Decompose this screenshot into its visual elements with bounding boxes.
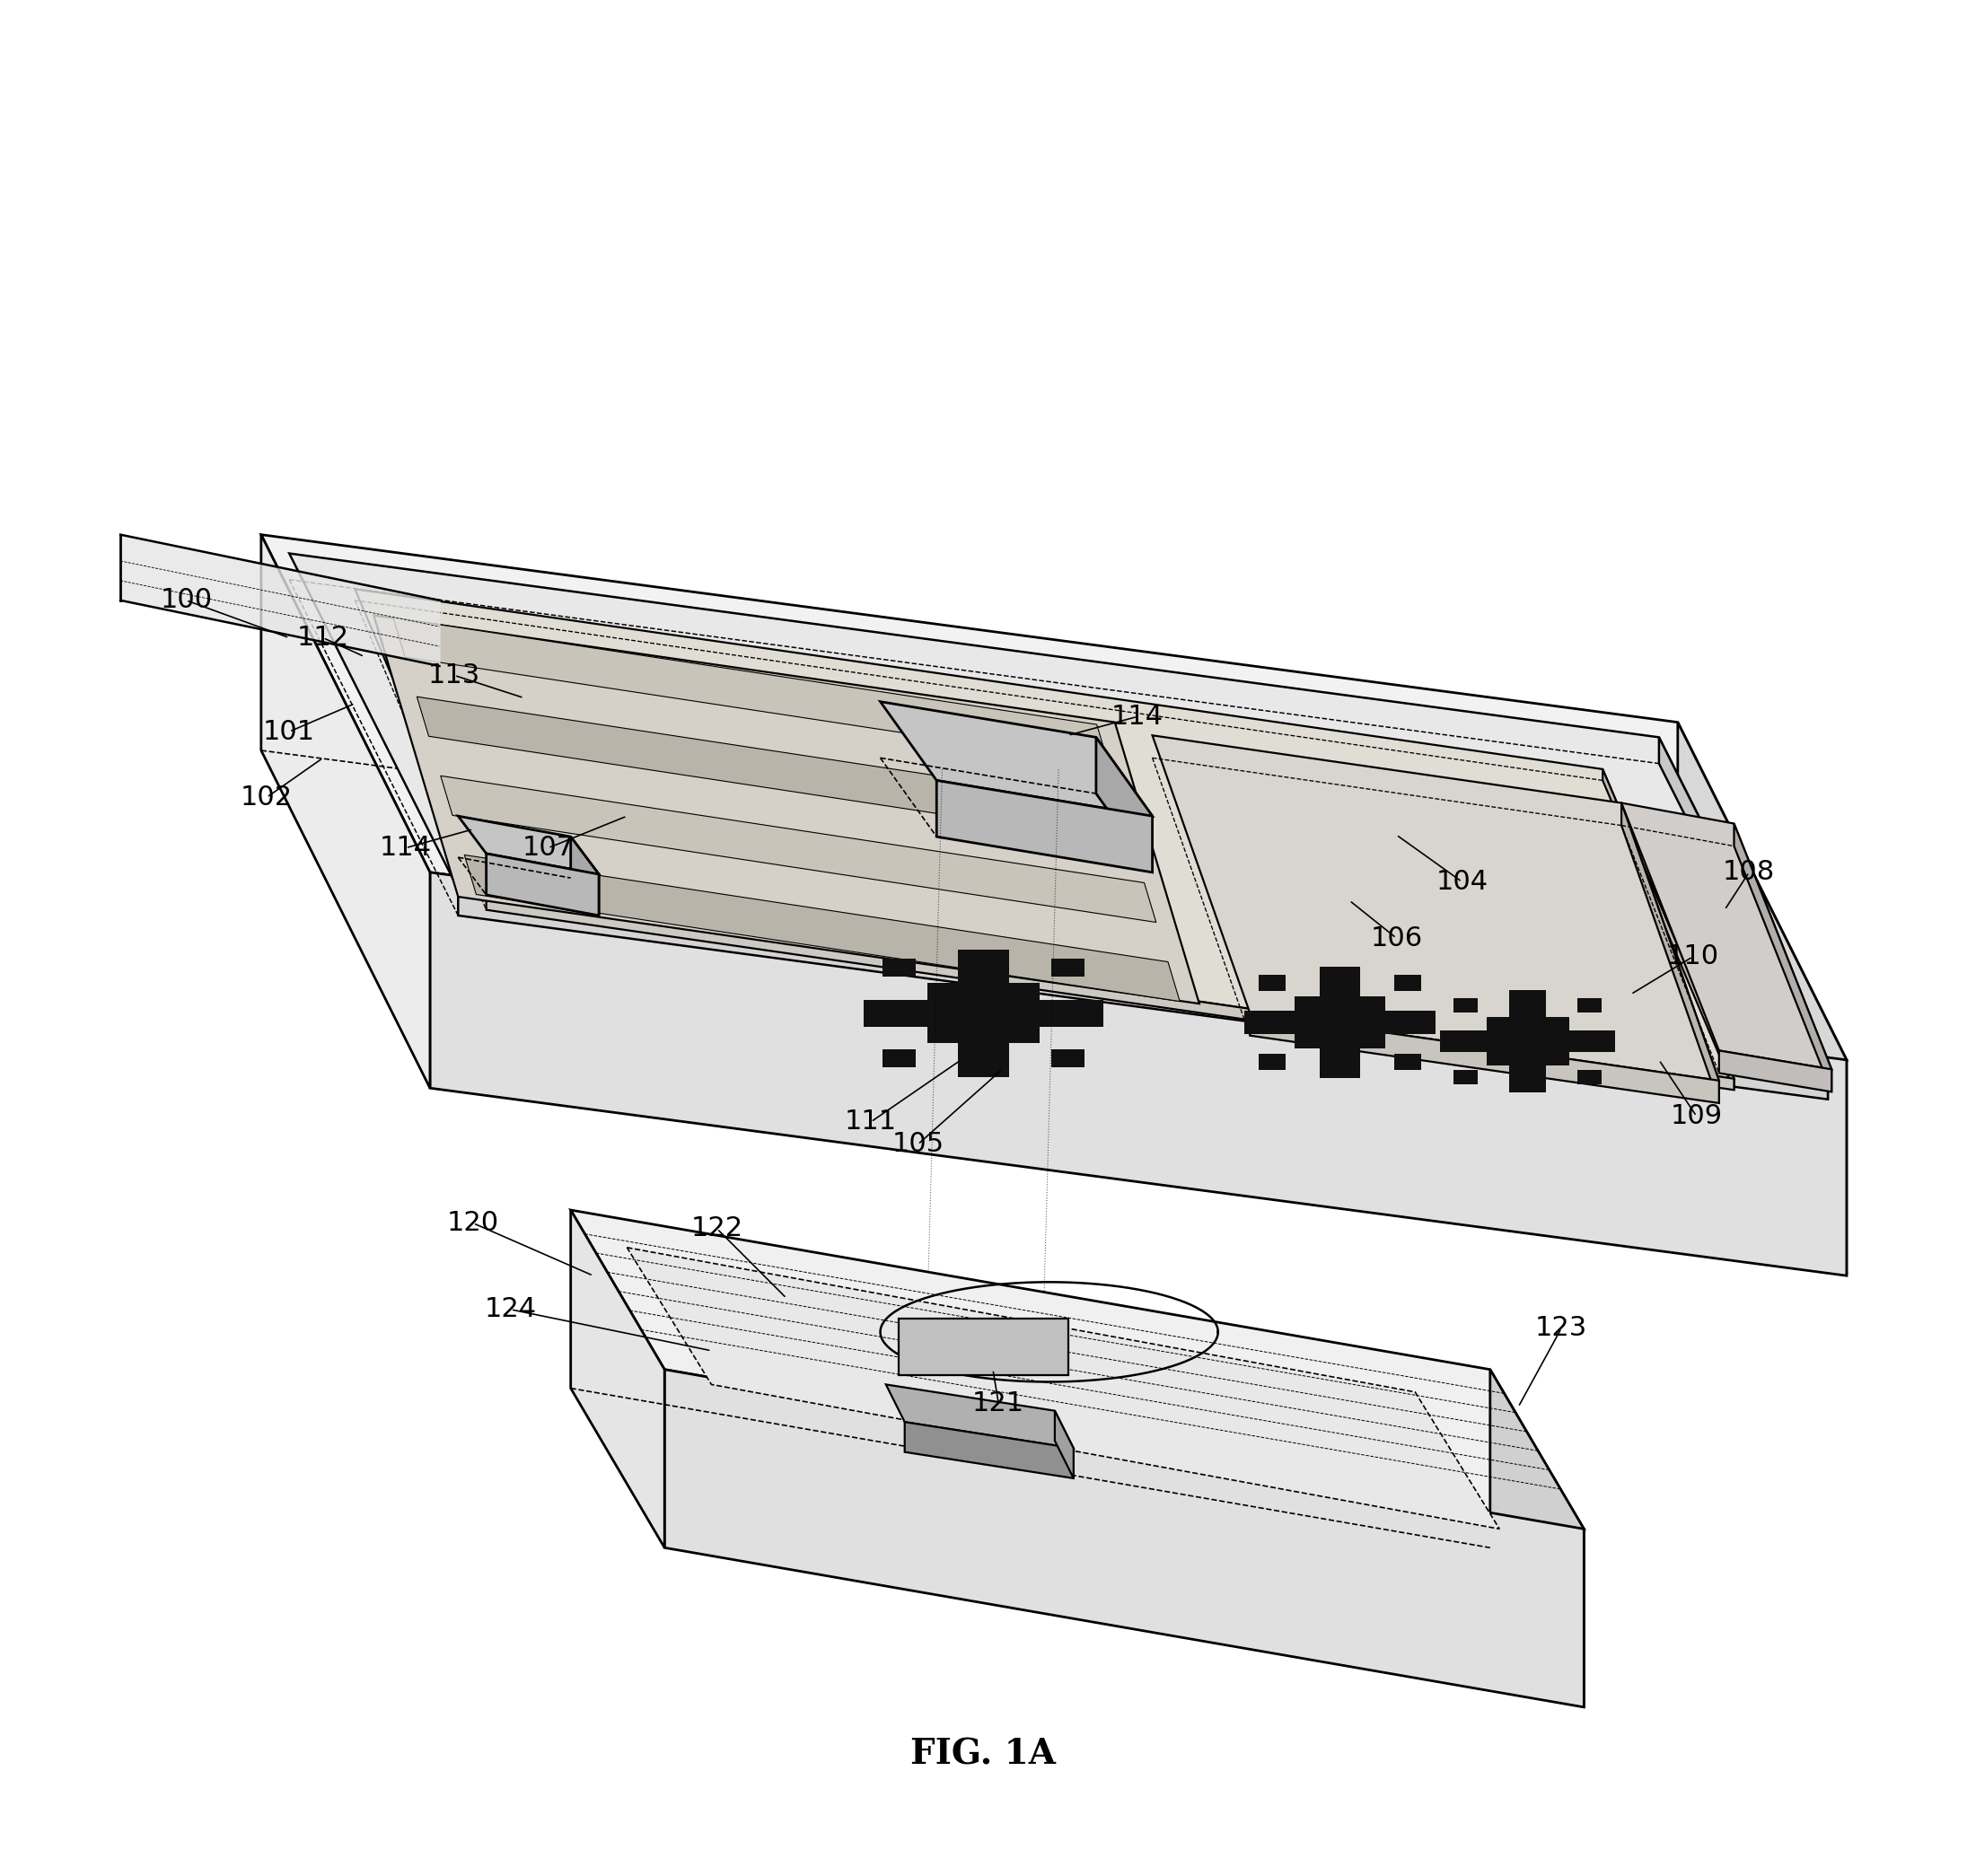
Polygon shape — [458, 816, 598, 874]
Polygon shape — [570, 837, 598, 915]
Text: 101: 101 — [264, 719, 315, 745]
Polygon shape — [627, 1248, 1499, 1529]
Polygon shape — [864, 1000, 926, 1026]
Text: 106: 106 — [1371, 925, 1422, 951]
Polygon shape — [665, 1369, 1583, 1707]
Polygon shape — [570, 1210, 1583, 1529]
Text: 124: 124 — [484, 1296, 537, 1323]
Polygon shape — [464, 855, 1180, 1002]
Polygon shape — [881, 959, 917, 977]
Text: 114: 114 — [1111, 704, 1162, 730]
Polygon shape — [262, 535, 431, 1088]
Polygon shape — [570, 1210, 665, 1548]
Polygon shape — [486, 854, 598, 915]
Polygon shape — [1678, 722, 1847, 1276]
Polygon shape — [905, 1422, 1074, 1478]
Polygon shape — [1050, 1049, 1086, 1067]
Polygon shape — [431, 872, 1847, 1276]
Polygon shape — [1249, 1013, 1719, 1103]
Text: 105: 105 — [891, 1131, 944, 1157]
Polygon shape — [374, 615, 1200, 1004]
Text: FIG. 1A: FIG. 1A — [911, 1737, 1056, 1771]
Polygon shape — [926, 983, 1041, 1043]
Text: 100: 100 — [159, 587, 212, 613]
Polygon shape — [1735, 824, 1831, 1092]
Polygon shape — [1320, 1049, 1361, 1079]
Polygon shape — [417, 696, 1133, 842]
Text: 108: 108 — [1723, 859, 1774, 885]
Polygon shape — [1454, 998, 1477, 1013]
Text: 102: 102 — [240, 784, 293, 810]
Text: 113: 113 — [429, 662, 480, 688]
Polygon shape — [1054, 1411, 1074, 1478]
Text: 109: 109 — [1670, 1103, 1723, 1129]
Polygon shape — [1440, 1030, 1487, 1052]
Polygon shape — [1719, 1051, 1831, 1092]
Text: 104: 104 — [1436, 869, 1489, 895]
Text: 121: 121 — [972, 1390, 1025, 1416]
Polygon shape — [1578, 1069, 1601, 1084]
Polygon shape — [958, 1043, 1009, 1077]
Polygon shape — [393, 617, 1109, 764]
Polygon shape — [1096, 737, 1153, 872]
Text: 123: 123 — [1536, 1315, 1587, 1341]
Polygon shape — [1259, 976, 1286, 991]
Polygon shape — [441, 777, 1157, 923]
Polygon shape — [1153, 735, 1719, 1081]
Polygon shape — [1570, 1030, 1615, 1052]
Polygon shape — [486, 899, 1735, 1090]
Text: 111: 111 — [846, 1109, 897, 1135]
Polygon shape — [1454, 1069, 1477, 1084]
Polygon shape — [262, 535, 1847, 1060]
Polygon shape — [1658, 737, 1827, 1099]
Polygon shape — [881, 1049, 917, 1067]
Polygon shape — [1487, 1017, 1570, 1066]
Text: 112: 112 — [297, 625, 348, 651]
Text: 107: 107 — [521, 835, 574, 861]
Polygon shape — [1050, 959, 1086, 977]
Polygon shape — [1385, 1011, 1436, 1034]
Polygon shape — [958, 949, 1009, 983]
Polygon shape — [1294, 996, 1385, 1049]
Polygon shape — [1041, 1000, 1103, 1026]
Polygon shape — [1395, 1054, 1420, 1069]
Polygon shape — [1509, 1066, 1546, 1092]
Polygon shape — [1245, 1011, 1294, 1034]
Polygon shape — [458, 889, 1827, 1099]
Text: 120: 120 — [447, 1210, 500, 1236]
Text: 122: 122 — [690, 1216, 744, 1242]
Polygon shape — [1621, 803, 1831, 1069]
Polygon shape — [289, 553, 1827, 1073]
Polygon shape — [881, 702, 1153, 816]
Text: 110: 110 — [1666, 944, 1719, 970]
Polygon shape — [1578, 998, 1601, 1013]
Text: 114: 114 — [380, 835, 431, 861]
Polygon shape — [1320, 966, 1361, 996]
Polygon shape — [1259, 1054, 1286, 1069]
Polygon shape — [1621, 803, 1719, 1103]
Polygon shape — [1603, 769, 1735, 1090]
Polygon shape — [1491, 1369, 1583, 1707]
Polygon shape — [936, 780, 1153, 872]
Polygon shape — [354, 589, 1735, 1079]
Polygon shape — [1509, 991, 1546, 1017]
Polygon shape — [1395, 976, 1420, 991]
Polygon shape — [899, 1319, 1068, 1375]
Polygon shape — [885, 1384, 1074, 1448]
